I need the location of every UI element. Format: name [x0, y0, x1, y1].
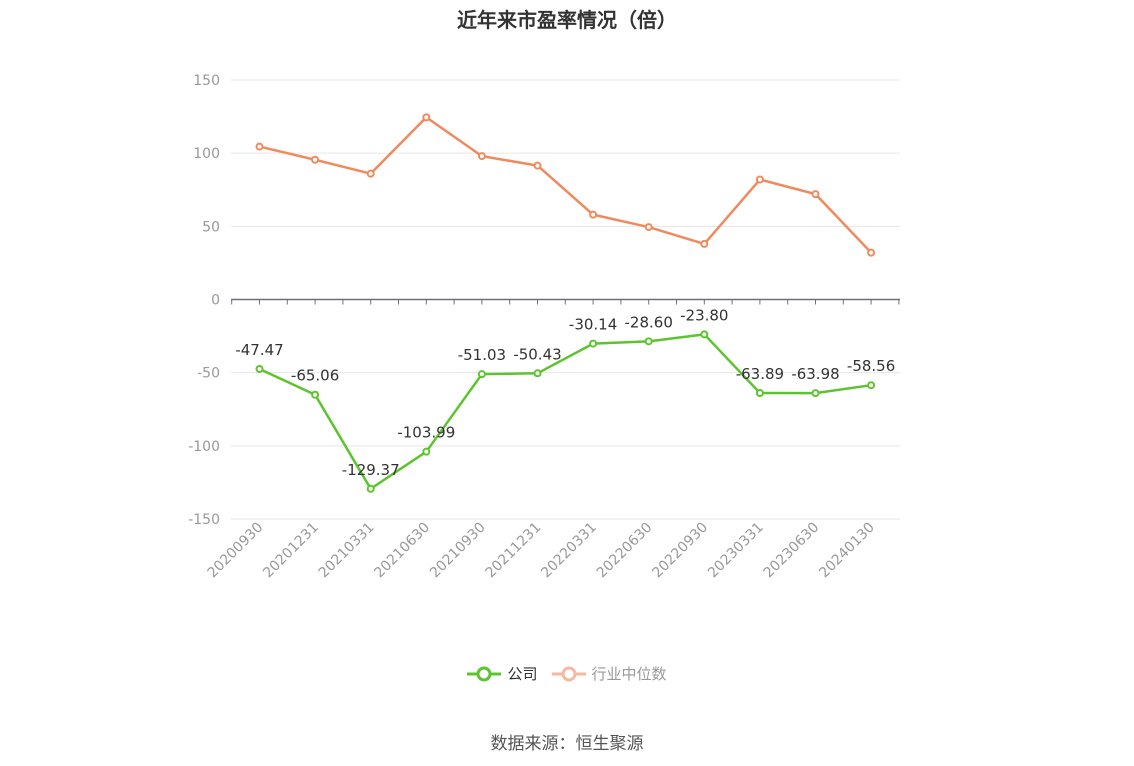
data-label: -58.56 [847, 357, 895, 375]
x-tick-label: 20211231 [483, 520, 545, 582]
data-label: -65.06 [291, 367, 339, 385]
x-tick-label: 20240130 [816, 520, 878, 582]
data-label: -50.43 [513, 345, 561, 363]
y-tick-label: 150 [193, 73, 220, 89]
industry-median-point [589, 210, 598, 219]
source-note: 数据来源：恒生聚源 [490, 734, 644, 754]
x-tick-label: 20230331 [705, 520, 767, 582]
data-label: -63.89 [736, 365, 784, 383]
legend-label-company: 公司 [507, 665, 538, 683]
y-tick-label: -100 [188, 439, 220, 455]
legend-item-industry-median[interactable]: 行业中位数 [551, 663, 667, 684]
data-label: -28.60 [625, 313, 673, 331]
industry-median-point [477, 152, 486, 161]
industry-median-point [366, 169, 375, 178]
company-point [533, 369, 542, 378]
y-tick-label: 100 [193, 146, 220, 162]
industry-median-point [644, 223, 653, 232]
industry-median-point [533, 161, 542, 170]
company-point [700, 330, 709, 339]
industry-median-point [811, 190, 820, 199]
industry-median-point [867, 248, 876, 257]
company-point [311, 390, 320, 399]
industry-median-point [422, 113, 431, 122]
x-tick-label: 20200930 [205, 520, 267, 582]
legend-item-company[interactable]: 公司 [467, 663, 538, 684]
data-label: -51.03 [458, 346, 506, 364]
industry-median-point [255, 142, 264, 151]
y-tick-label: 0 [211, 293, 220, 309]
data-label: -30.14 [569, 316, 617, 334]
x-tick-label: 20220930 [649, 520, 711, 582]
x-tick-label: 20210331 [316, 520, 378, 582]
x-tick-label: 20220331 [538, 520, 600, 582]
y-tick-label: -50 [197, 366, 220, 382]
x-tick-label: 20210630 [371, 520, 433, 582]
company-point [867, 381, 876, 390]
company-series-line [258, 333, 872, 491]
data-label: -63.98 [791, 365, 839, 383]
data-label: -129.37 [342, 461, 400, 479]
x-tick-label: 20210930 [427, 520, 489, 582]
legend-label-industry-median: 行业中位数 [591, 665, 667, 683]
company-point [366, 484, 375, 493]
data-label: -47.47 [235, 341, 283, 359]
industry-median-point [311, 155, 320, 164]
company-point [811, 389, 820, 398]
x-tick-label: 20230630 [761, 520, 823, 582]
x-tick-label: 20201231 [260, 520, 322, 582]
x-tick-label: 20220630 [594, 520, 656, 582]
company-point [755, 388, 764, 397]
legend-line-icon [551, 666, 586, 681]
company-point [589, 339, 598, 348]
legend-line-icon [467, 666, 502, 681]
industry-median-point [700, 239, 709, 248]
company-point [477, 370, 486, 379]
data-label: -103.99 [397, 424, 455, 442]
legend: 公司 行业中位数 [0, 663, 1134, 684]
data-label: -23.80 [680, 306, 728, 324]
company-point [422, 447, 431, 456]
y-tick-label: 50 [202, 219, 220, 235]
company-point [255, 364, 264, 373]
y-tick-label: -150 [188, 512, 220, 528]
chart-title: 近年来市盈率情况（倍） [457, 8, 677, 32]
industry-median-series-line [259, 116, 873, 254]
company-point [644, 337, 653, 346]
industry-median-point [755, 175, 764, 184]
